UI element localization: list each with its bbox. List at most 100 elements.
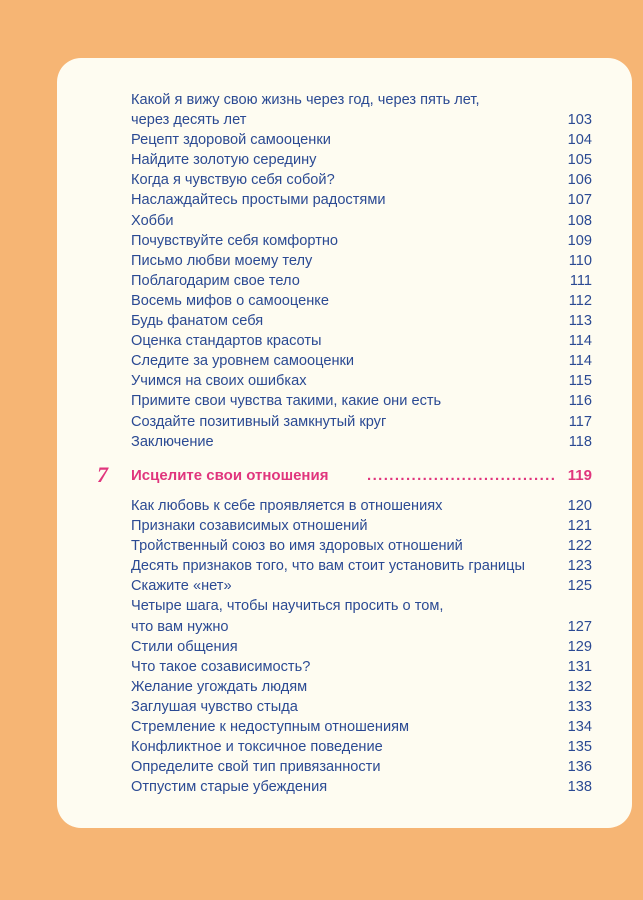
toc-entry-page-number: 134: [567, 719, 592, 736]
toc-entry-page-number: 107: [567, 192, 592, 209]
toc-entry-page-number: 138: [567, 779, 592, 796]
toc-entry: Какой я вижу свою жизнь через год, через…: [131, 90, 592, 130]
toc-entry-title: Тройственный союз во имя здоровых отноше…: [131, 538, 463, 555]
toc-entry: Примите свои чувства такими, какие они е…: [131, 391, 592, 411]
toc-entry-page-number: 109: [567, 232, 592, 249]
toc-entry-title: Хобби: [131, 212, 174, 229]
toc-entry: Стремление к недоступным отношениям 134: [131, 717, 592, 737]
chapter-heading: 7 Исцелите свои отношения 119: [97, 462, 592, 487]
toc-entry-title: Четыре шага, чтобы научиться просить о т…: [131, 598, 444, 615]
toc-entry-page-number: 123: [567, 558, 592, 575]
toc-entry-title: Учимся на своих ошибках: [131, 373, 307, 390]
toc-entry-title: Заглушая чувство стыда: [131, 698, 298, 715]
toc-entry-page-number: 110: [568, 252, 592, 269]
toc-entry-title: Конфликтное и токсичное поведение: [131, 739, 383, 756]
toc-entry-title: Десять признаков того, что вам стоит уст…: [131, 558, 525, 575]
toc-entry: Желание угождать людям 132: [131, 677, 592, 697]
toc-entry-title: Будь фанатом себя: [131, 313, 264, 330]
toc-entry: Как любовь к себе проявляется в отношени…: [131, 496, 592, 516]
toc-entry-title: Стремление к недоступным отношениям: [131, 719, 410, 736]
toc-entry: Рецепт здоровой самооценки 104: [131, 130, 592, 150]
toc-entry: Создайте позитивный замкнутый круг 117: [131, 412, 592, 432]
toc-card: [57, 58, 632, 828]
toc-entry: Стили общения 129: [131, 637, 592, 657]
toc-entry: Найдите золотую середину 105: [131, 150, 592, 170]
toc-entry: Четыре шага, чтобы научиться просить о т…: [131, 596, 592, 636]
toc-entry-title: Наслаждайтесь простыми радостями: [131, 192, 386, 209]
toc-entry: Наслаждайтесь простыми радостями 107: [131, 190, 592, 210]
toc-entry: Почувствуйте себя комфортно 109: [131, 231, 592, 251]
toc-entry: Конфликтное и токсичное поведение 135: [131, 737, 592, 757]
toc-entry-title: Заключение: [131, 433, 214, 450]
toc-entry-title: Какой я вижу свою жизнь через год, через…: [131, 92, 480, 108]
toc-entry: Будь фанатом себя 113: [131, 311, 592, 331]
toc-entry-title: Поблагодарим свое тело: [131, 272, 300, 289]
toc-entry-title: Письмо любви моему телу: [131, 252, 313, 269]
toc-entry-page-number: 125: [567, 578, 592, 595]
toc-entry: Письмо любви моему телу 110: [131, 251, 592, 271]
toc-entry-title: Оценка стандартов красоты: [131, 333, 322, 350]
toc-entry-title: Что такое созависимость?: [131, 658, 311, 675]
toc-entry: Определите свой тип привязанности 136: [131, 757, 592, 777]
toc-entry: Оценка стандартов красоты 114: [131, 331, 592, 351]
toc-entry-page-number: 136: [567, 759, 592, 776]
toc-entry-page-number: 112: [568, 292, 592, 309]
toc-entry-title: Стили общения: [131, 638, 238, 655]
toc-entry: Когда я чувствую себя собой? 106: [131, 170, 592, 190]
chapter-page-number: 119: [567, 467, 592, 484]
toc-entry-title: Определите свой тип привязанности: [131, 759, 381, 776]
toc-entry-page-number: 121: [567, 518, 592, 535]
toc-entry-title: Желание угождать людям: [131, 678, 308, 695]
chapter-title: Исцелите свои отношения: [131, 467, 329, 484]
toc-entry-page-number: 115: [568, 373, 592, 390]
toc-entry: Заглушая чувство стыда 133: [131, 697, 592, 717]
toc-entry-title: Примите свои чувства такими, какие они е…: [131, 393, 442, 410]
toc-entry: Поблагодарим свое тело 111: [131, 271, 592, 291]
toc-entry-title: Восемь мифов о самооценке: [131, 292, 329, 309]
toc-entry-title: Создайте позитивный замкнутый круг: [131, 413, 387, 430]
toc-entry: Восемь мифов о самооценке 112: [131, 291, 592, 311]
toc-entry: Отпустим старые убеждения 138: [131, 777, 592, 797]
toc-entry: Скажите «нет» 125: [131, 576, 592, 596]
toc-entry-page-number: 127: [567, 618, 592, 635]
toc-entry-page-number: 117: [568, 413, 592, 430]
toc-entry-page-number: 129: [567, 638, 592, 655]
toc-entry-title: Найдите золотую середину: [131, 152, 317, 169]
toc-entry-page-number: 114: [568, 353, 592, 370]
toc-list-part1: Какой я вижу свою жизнь через год, через…: [131, 90, 592, 452]
toc-entry-title: через десять лет: [131, 112, 247, 129]
toc-entry-title: Почувствуйте себя комфортно: [131, 232, 339, 249]
toc-entry-page-number: 118: [568, 433, 592, 450]
toc-entry: Что такое созависимость? 131: [131, 657, 592, 677]
toc-entry-page-number: 114: [568, 333, 592, 350]
toc-entry-page-number: 116: [568, 393, 592, 410]
toc-entry-page-number: 111: [569, 272, 592, 289]
toc-entry: Признаки созависимых отношений 121: [131, 516, 592, 536]
toc-entry-title: Рецепт здоровой самооценки: [131, 132, 331, 149]
toc-entry-title: Отпустим старые убеждения: [131, 779, 328, 796]
toc-list-part2: Как любовь к себе проявляется в отношени…: [131, 496, 592, 797]
toc-entry-page-number: 106: [567, 172, 592, 189]
toc-entry: Тройственный союз во имя здоровых отноше…: [131, 536, 592, 556]
chapter-number: 7: [97, 462, 108, 487]
toc-entry-page-number: 105: [567, 152, 592, 169]
toc-entry-page-number: 133: [567, 698, 592, 715]
toc-entry-page-number: 108: [567, 212, 592, 229]
toc-entry-page-number: 135: [567, 739, 592, 756]
toc-entry-page-number: 104: [567, 132, 592, 149]
toc-entry-page-number: 103: [567, 112, 592, 129]
toc-entry-title: Признаки созависимых отношений: [131, 518, 368, 535]
toc-entry-page-number: 122: [567, 538, 592, 555]
toc-entry-page-number: 113: [568, 313, 592, 330]
toc-entry-title: Как любовь к себе проявляется в отношени…: [131, 498, 443, 514]
toc-entry-title: Следите за уровнем самооценки: [131, 353, 355, 370]
chapter-leader-dots: [367, 467, 556, 484]
toc-entry: Хобби 108: [131, 211, 592, 231]
toc-entry-title: что вам нужно: [131, 618, 229, 635]
toc-entry: Следите за уровнем самооценки 114: [131, 351, 592, 371]
toc-entry: Десять признаков того, что вам стоит уст…: [131, 556, 592, 576]
toc-entry-title: Когда я чувствую себя собой?: [131, 172, 335, 189]
toc-entry-page-number: 132: [567, 678, 592, 695]
toc-entry-title: Скажите «нет»: [131, 578, 232, 595]
toc-entry: Учимся на своих ошибках 115: [131, 371, 592, 391]
